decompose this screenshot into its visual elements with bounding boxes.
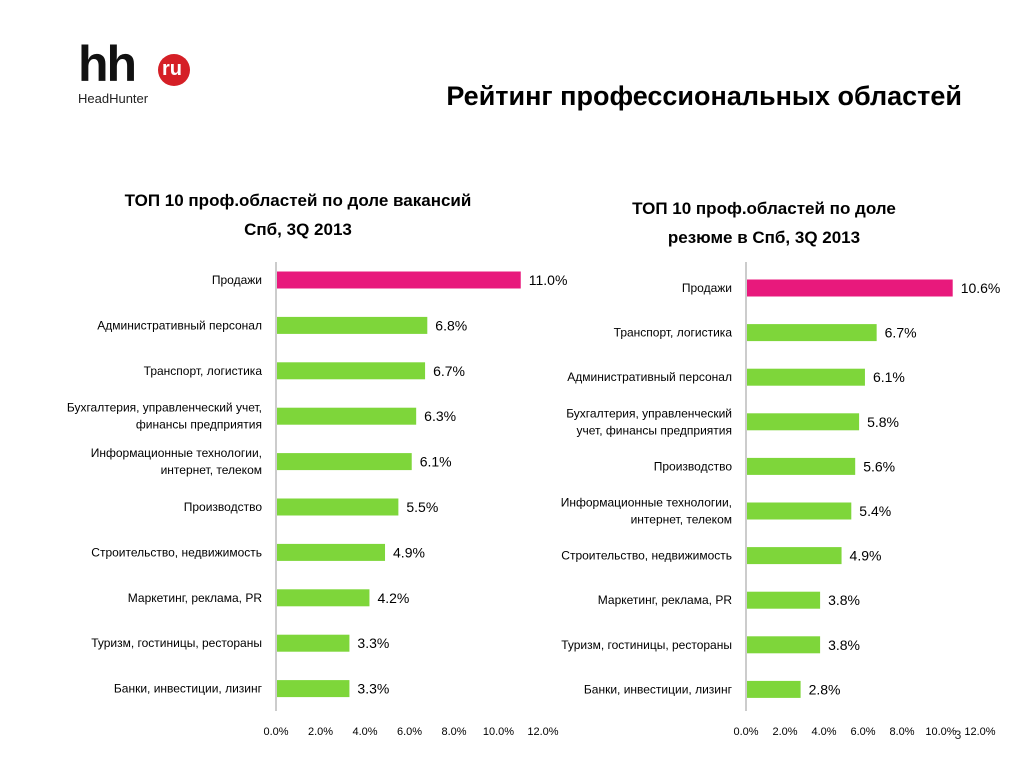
bar <box>277 453 412 471</box>
data-label: 6.1% <box>873 369 905 385</box>
x-tick-label: 2.0% <box>308 726 333 738</box>
logo-mark: hh <box>78 36 137 92</box>
x-tick-label: 6.0% <box>850 726 875 738</box>
x-tick-label: 8.0% <box>889 726 914 738</box>
data-label: 6.1% <box>420 454 452 470</box>
data-label: 3.3% <box>357 681 389 697</box>
x-tick-label: 0.0% <box>263 726 288 738</box>
bar <box>277 498 399 516</box>
data-label: 11.0% <box>529 272 568 288</box>
page-number: 3 <box>954 728 962 742</box>
category-label: Маркетинг, реклама, PR <box>128 591 263 605</box>
chart-subtitle: Спб, 3Q 2013 <box>244 220 352 239</box>
x-tick-label: 10.0% <box>925 726 956 738</box>
category-label: интернет, телеком <box>631 513 732 527</box>
bar <box>277 316 428 334</box>
category-label: интернет, телеком <box>161 463 262 477</box>
x-tick-label: 6.0% <box>397 726 422 738</box>
data-label: 3.8% <box>828 592 860 608</box>
logo-badge: ru <box>162 58 182 80</box>
category-label: Информационные технологии, <box>91 446 262 460</box>
category-label: Производство <box>184 500 263 514</box>
bar-chart-1: ТОП 10 проф.областей по доле вакансий Спб… <box>67 191 568 738</box>
data-label: 6.8% <box>435 317 467 333</box>
x-tick-label: 12.0% <box>527 726 558 738</box>
x-tick-label: 8.0% <box>441 726 466 738</box>
bar <box>277 271 521 289</box>
bar <box>277 680 350 698</box>
category-label: Продажи <box>682 281 732 295</box>
data-label: 4.9% <box>393 544 425 560</box>
bar <box>277 407 417 425</box>
category-label: Производство <box>654 459 733 473</box>
data-label: 4.9% <box>850 548 882 564</box>
category-label: учет, финансы предприятия <box>577 423 732 437</box>
x-tick-label: 10.0% <box>483 726 514 738</box>
chart-subtitle: резюме в Спб, 3Q 2013 <box>668 228 860 247</box>
bar <box>747 279 953 297</box>
category-label: Транспорт, логистика <box>144 364 263 378</box>
data-label: 5.4% <box>859 503 891 519</box>
data-label: 5.6% <box>863 458 895 474</box>
bar <box>277 362 426 380</box>
data-label: 5.8% <box>867 414 899 430</box>
category-label: Транспорт, логистика <box>614 326 733 340</box>
x-tick-label: 4.0% <box>811 726 836 738</box>
data-label: 2.8% <box>809 681 841 697</box>
category-label: Строительство, недвижимость <box>561 549 732 563</box>
bar <box>747 547 842 565</box>
category-label: Маркетинг, реклама, PR <box>598 593 733 607</box>
logo-subtitle: HeadHunter <box>78 91 149 106</box>
x-tick-label: 4.0% <box>352 726 377 738</box>
slide-title: Рейтинг профессиональных областей <box>446 81 962 111</box>
bar <box>747 680 801 698</box>
data-label: 5.5% <box>406 499 438 515</box>
category-label: Продажи <box>212 273 262 287</box>
bar <box>747 636 821 654</box>
data-label: 3.8% <box>828 637 860 653</box>
bar <box>747 413 860 431</box>
data-label: 4.2% <box>377 590 409 606</box>
category-label: Информационные технологии, <box>561 496 732 510</box>
bar <box>747 591 821 609</box>
headhunter-logo: hh ru HeadHunter <box>78 36 208 115</box>
chart-title: ТОП 10 проф.областей по доле <box>632 199 896 218</box>
bar <box>277 543 386 561</box>
data-label: 10.6% <box>961 280 1001 296</box>
category-label: Административный персонал <box>97 318 262 332</box>
category-label: Строительство, недвижимость <box>91 545 262 559</box>
data-label: 6.3% <box>424 408 456 424</box>
x-tick-label: 2.0% <box>772 726 797 738</box>
category-label: Бухгалтерия, управленческий учет, <box>67 401 262 415</box>
data-label: 6.7% <box>433 363 465 379</box>
bar-chart-2: ТОП 10 проф.областей по доле резюме в Спб… <box>561 199 1001 738</box>
category-label: Банки, инвестиции, лизинг <box>584 682 733 696</box>
bar <box>747 324 877 342</box>
category-label: Банки, инвестиции, лизинг <box>114 682 263 696</box>
category-label: Административный персонал <box>567 370 732 384</box>
bar <box>747 457 856 475</box>
category-label: финансы предприятия <box>136 418 262 432</box>
bar <box>747 502 852 520</box>
data-label: 6.7% <box>885 325 917 341</box>
x-tick-label: 12.0% <box>964 726 995 738</box>
x-tick-label: 0.0% <box>733 726 758 738</box>
bar <box>747 368 865 386</box>
chart-title: ТОП 10 проф.областей по доле вакансий <box>125 191 472 210</box>
bar <box>277 589 370 607</box>
category-label: Туризм, гостиницы, рестораны <box>561 638 732 652</box>
category-label: Бухгалтерия, управленческий <box>566 406 732 420</box>
category-label: Туризм, гостиницы, рестораны <box>91 636 262 650</box>
logo-badge-circle <box>158 54 190 86</box>
data-label: 3.3% <box>357 635 389 651</box>
bar <box>277 634 350 652</box>
